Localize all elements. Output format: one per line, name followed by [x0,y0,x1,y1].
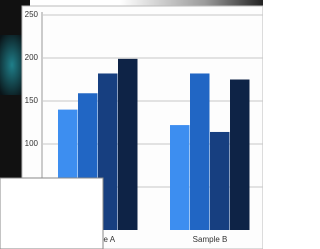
x-tick-label: Sample B [193,235,228,244]
bar [230,80,250,231]
y-tick-label: 150 [25,96,39,105]
bar [170,125,190,230]
bar [210,132,230,230]
overlay-window [0,178,103,249]
bar [190,73,210,230]
y-tick-label: 200 [25,53,39,62]
y-tick-label: 250 [25,10,39,19]
bar [118,59,138,230]
y-tick-label: 100 [25,139,39,148]
